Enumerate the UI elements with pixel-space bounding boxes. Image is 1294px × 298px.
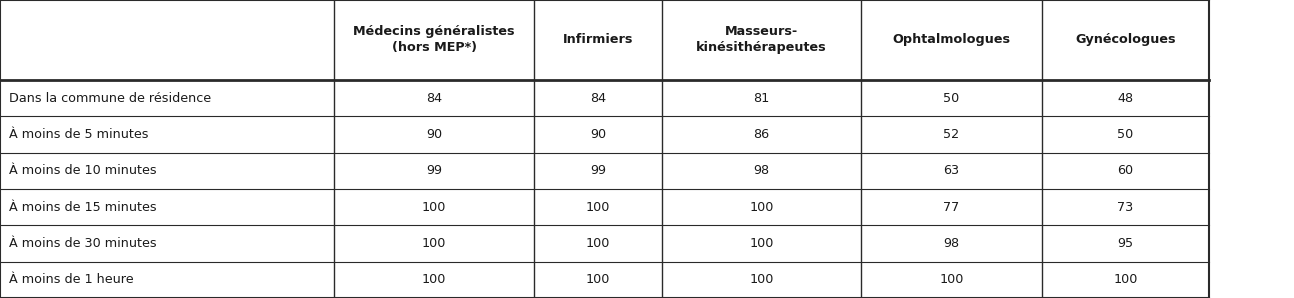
Text: 73: 73 — [1117, 201, 1134, 214]
Text: 90: 90 — [590, 128, 606, 141]
Text: À moins de 5 minutes: À moins de 5 minutes — [9, 128, 149, 141]
Text: 50: 50 — [1117, 128, 1134, 141]
Text: 84: 84 — [590, 91, 606, 105]
Text: 63: 63 — [943, 164, 959, 177]
Text: 48: 48 — [1118, 91, 1134, 105]
Text: Dans la commune de résidence: Dans la commune de résidence — [9, 91, 211, 105]
Text: À moins de 15 minutes: À moins de 15 minutes — [9, 201, 157, 214]
Text: Ophtalmologues: Ophtalmologues — [893, 33, 1011, 46]
Text: 100: 100 — [1113, 273, 1137, 286]
Text: Gynécologues: Gynécologues — [1075, 33, 1176, 46]
Text: 95: 95 — [1118, 237, 1134, 250]
Text: 100: 100 — [749, 201, 774, 214]
Text: À moins de 1 heure: À moins de 1 heure — [9, 273, 133, 286]
Text: 100: 100 — [422, 273, 446, 286]
Text: 100: 100 — [939, 273, 964, 286]
Text: 100: 100 — [422, 237, 446, 250]
Text: 50: 50 — [943, 91, 960, 105]
Text: À moins de 30 minutes: À moins de 30 minutes — [9, 237, 157, 250]
Text: 60: 60 — [1118, 164, 1134, 177]
Text: 90: 90 — [426, 128, 443, 141]
Text: 81: 81 — [753, 91, 770, 105]
Text: 77: 77 — [943, 201, 960, 214]
Text: 100: 100 — [586, 273, 609, 286]
Text: 100: 100 — [749, 273, 774, 286]
Text: 100: 100 — [422, 201, 446, 214]
Text: Infirmiers: Infirmiers — [563, 33, 633, 46]
Text: 99: 99 — [426, 164, 443, 177]
Text: Masseurs-
kinésithérapeutes: Masseurs- kinésithérapeutes — [696, 25, 827, 55]
Text: 98: 98 — [753, 164, 770, 177]
Text: 52: 52 — [943, 128, 959, 141]
Text: 100: 100 — [586, 201, 609, 214]
Text: À moins de 10 minutes: À moins de 10 minutes — [9, 164, 157, 177]
Text: 100: 100 — [586, 237, 609, 250]
Text: 98: 98 — [943, 237, 959, 250]
Text: 84: 84 — [426, 91, 443, 105]
Text: 100: 100 — [749, 237, 774, 250]
Text: 99: 99 — [590, 164, 606, 177]
Text: Médecins généralistes
(hors MEP*): Médecins généralistes (hors MEP*) — [353, 25, 515, 55]
Text: 86: 86 — [753, 128, 770, 141]
